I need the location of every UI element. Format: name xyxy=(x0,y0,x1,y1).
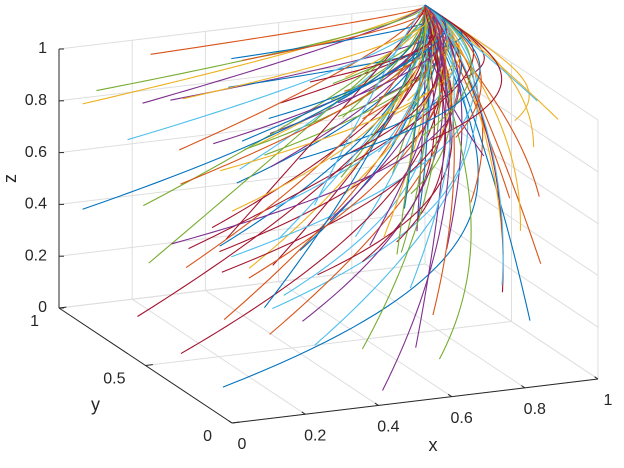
x-tick-label: 0 xyxy=(238,436,247,453)
grid-line xyxy=(58,108,426,154)
trajectory-curve xyxy=(314,4,479,346)
z-tick-label: 1 xyxy=(38,40,47,57)
y-tick-label: 1 xyxy=(30,313,39,330)
x-tick-label: 0.8 xyxy=(524,401,546,418)
trajectory-curve xyxy=(313,4,426,206)
x-tick-label: 0.6 xyxy=(450,410,472,427)
trajectory-curve xyxy=(424,4,504,286)
trajectory-curve xyxy=(231,4,427,212)
x-tick xyxy=(594,376,599,380)
grid-layer xyxy=(58,4,599,424)
trajectory-curve xyxy=(424,4,503,141)
trajectory-curve xyxy=(337,4,447,104)
trajectory-curve xyxy=(143,4,427,207)
y-tick-label: 0 xyxy=(203,428,212,445)
x-tick-label: 1 xyxy=(604,392,613,409)
trajectory-curve xyxy=(239,4,427,170)
y-tick xyxy=(231,421,240,424)
grid-line xyxy=(145,321,512,366)
z-tick-label: 0.2 xyxy=(25,247,47,264)
trajectory-curve xyxy=(185,4,426,269)
z-tick-label: 0.8 xyxy=(25,92,47,109)
trajectory-curve xyxy=(241,4,447,142)
trajectory-curve xyxy=(409,4,455,289)
x-tick xyxy=(521,385,526,389)
grid-line xyxy=(58,263,426,309)
trajectory-curve xyxy=(424,4,455,316)
trajectory-curve xyxy=(377,4,428,153)
grid-line xyxy=(58,211,426,257)
x-axis-label: x xyxy=(429,435,438,455)
y-tick-label: 0.5 xyxy=(103,371,125,388)
z-tick-label: 0.6 xyxy=(25,144,47,161)
grid-line xyxy=(58,56,426,102)
x-tick-label: 0.4 xyxy=(377,419,399,436)
trajectory-curve xyxy=(382,4,451,391)
trajectory-curve xyxy=(231,4,475,258)
z-tick-label: 0 xyxy=(38,299,47,316)
x-tick xyxy=(301,411,306,415)
z-tick-label: 0.4 xyxy=(25,196,47,213)
trajectory-curve xyxy=(396,4,447,243)
trajectory-curve xyxy=(424,4,535,148)
trajectory-curve xyxy=(317,4,453,276)
trajectory-curve xyxy=(272,4,433,266)
grid-line xyxy=(424,263,599,380)
x-tick xyxy=(374,402,379,406)
z-axis-label: z xyxy=(0,174,20,183)
trajectory-curve xyxy=(222,4,479,388)
grid-line xyxy=(58,159,426,205)
trajectory-curve xyxy=(150,4,427,55)
trajectory-curve xyxy=(424,4,540,197)
axes-layer xyxy=(58,48,599,424)
trajectory-curve xyxy=(180,4,443,355)
y-axis-label: y xyxy=(91,395,100,415)
grid-line xyxy=(58,4,426,50)
trajectory-curve xyxy=(225,4,426,240)
x-tick-label: 0.2 xyxy=(304,427,326,444)
trajectory-curve xyxy=(343,4,439,157)
y-tick xyxy=(145,364,153,366)
x-axis-line xyxy=(231,378,599,424)
trajectory-curve xyxy=(369,4,442,246)
x-tick xyxy=(447,393,452,398)
trajectory-curves xyxy=(82,4,559,391)
x-tick xyxy=(228,420,233,424)
grid-line xyxy=(424,211,599,328)
trajectory-curve xyxy=(330,4,481,161)
